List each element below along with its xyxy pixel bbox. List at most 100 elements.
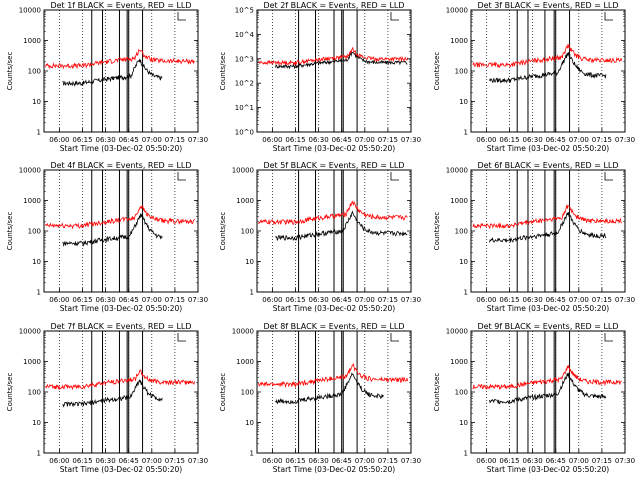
y-tick-label: 10^3 [235, 55, 254, 63]
x-tick-label: 07:00 [142, 296, 162, 304]
y-tick-label: 1 [464, 450, 468, 458]
detector-panel-4: Det 4f BLACK = Events, RED = LLD 1 10 100 10… [6, 161, 208, 313]
x-tick-label: 06:45 [119, 296, 139, 304]
x-tick-label: 06:45 [332, 296, 352, 304]
x-tick-label: 07:00 [355, 296, 375, 304]
x-tick-label: 06:30 [96, 296, 116, 304]
x-axis-label: Start Time (03-Dec-02 05:50:20) [273, 304, 395, 313]
x-tick-label: 06:00 [262, 457, 282, 465]
x-tick-label: 07:00 [355, 136, 375, 144]
legend-bracket [390, 333, 399, 342]
x-tick-label: 06:15 [285, 457, 305, 465]
x-tick-label: 06:15 [72, 457, 92, 465]
detector-panel-6: Det 6f BLACK = Events, RED = LLD 1 10 100 10… [433, 161, 635, 313]
detector-panel-8: Det 8f BLACK = Events, RED = LLD 1 10 100 10… [219, 322, 421, 474]
x-tick-label: 06:30 [309, 136, 329, 144]
x-tick-label: 06:30 [523, 296, 543, 304]
y-axis-label: Counts/sec [219, 52, 227, 91]
legend-bracket [604, 172, 613, 181]
x-axis-label: Start Time (03-Dec-02 05:50:20) [60, 304, 182, 313]
detector-panel-9: Det 9f BLACK = Events, RED = LLD 1 10 100 10… [433, 322, 635, 474]
x-tick-label: 07:15 [165, 457, 185, 465]
x-tick-label: 06:00 [262, 296, 282, 304]
x-tick-label: 06:00 [49, 136, 69, 144]
lld-series-line [45, 369, 195, 391]
legend-bracket [604, 333, 613, 342]
panel-title: Det 4f BLACK = Events, RED = LLD [50, 161, 191, 170]
y-tick-label: 100 [28, 68, 41, 76]
x-axis-label: Start Time (03-Dec-02 05:50:20) [60, 144, 182, 153]
x-tick-label: 06:15 [72, 136, 92, 144]
x-tick-label: 06:45 [546, 136, 566, 144]
lld-series-line [472, 43, 622, 69]
plot-frame [256, 9, 412, 133]
lld-series-line [472, 204, 622, 230]
x-tick-label: 07:00 [569, 136, 589, 144]
x-tick-label: 07:30 [401, 296, 421, 304]
detector-panel-7: Det 7f BLACK = Events, RED = LLD 1 10 100 10… [6, 322, 208, 474]
y-tick-label: 10000 [232, 167, 254, 175]
x-tick-label: 07:30 [401, 457, 421, 465]
panel-title: Det 6f BLACK = Events, RED = LLD [477, 161, 618, 170]
y-tick-label: 10^5 [235, 7, 254, 15]
x-tick-label: 07:30 [401, 136, 421, 144]
y-tick-label: 10 [245, 258, 254, 266]
x-tick-label: 06:00 [262, 136, 282, 144]
y-tick-label: 1000 [23, 37, 41, 45]
x-tick-label: 07:15 [378, 457, 398, 465]
x-tick-label: 07:15 [592, 136, 612, 144]
lld-series-line [45, 48, 195, 70]
x-tick-label: 07:15 [378, 296, 398, 304]
y-axis-label: Counts/sec [6, 212, 14, 251]
x-tick-label: 07:15 [165, 296, 185, 304]
y-tick-label: 1 [250, 450, 254, 458]
x-tick-label: 06:45 [119, 136, 139, 144]
x-tick-label: 06:30 [309, 457, 329, 465]
x-tick-label: 07:15 [165, 136, 185, 144]
y-tick-label: 10000 [446, 328, 468, 336]
y-tick-label: 10^4 [235, 31, 255, 39]
panel-title: Det 1f BLACK = Events, RED = LLD [50, 1, 191, 10]
events-series-line [489, 52, 607, 84]
panel-title: Det 9f BLACK = Events, RED = LLD [477, 322, 618, 331]
x-tick-label: 07:30 [615, 457, 635, 465]
events-series-line [275, 210, 408, 242]
events-series-line [275, 51, 408, 70]
y-tick-label: 100 [455, 389, 468, 397]
detector-panel-1: Det 1f BLACK = Events, RED = LLD 1 10 100 10… [6, 1, 208, 153]
y-axis-label: Counts/sec [6, 52, 14, 91]
y-axis-label: Counts/sec [6, 373, 14, 412]
x-tick-label: 06:30 [96, 136, 116, 144]
y-tick-label: 1000 [450, 197, 468, 205]
panel-title: Det 5f BLACK = Events, RED = LLD [263, 161, 404, 170]
y-tick-label: 1 [37, 129, 41, 137]
x-axis-label: Start Time (03-Dec-02 05:50:20) [60, 465, 182, 474]
lld-series-line [45, 205, 195, 230]
detector-panel-5: Det 5f BLACK = Events, RED = LLD 1 10 100 10… [219, 161, 421, 313]
y-tick-label: 10 [32, 258, 41, 266]
y-tick-label: 10^0 [235, 129, 254, 137]
y-tick-label: 1 [464, 289, 468, 297]
y-tick-label: 10000 [446, 167, 468, 175]
y-tick-label: 10^2 [235, 80, 254, 88]
events-series-line [62, 58, 163, 87]
x-axis-label: Start Time (03-Dec-02 05:50:20) [487, 304, 609, 313]
y-tick-label: 100 [455, 68, 468, 76]
y-tick-label: 10000 [19, 328, 41, 336]
x-tick-label: 06:30 [523, 457, 543, 465]
x-tick-label: 07:30 [188, 136, 208, 144]
x-tick-label: 07:30 [615, 136, 635, 144]
y-tick-label: 10 [32, 419, 41, 427]
y-tick-label: 10^1 [235, 104, 254, 112]
x-tick-label: 06:15 [72, 296, 92, 304]
x-tick-label: 06:45 [332, 136, 352, 144]
y-tick-label: 1000 [236, 358, 254, 366]
x-tick-label: 07:15 [592, 457, 612, 465]
panel-title: Det 3f BLACK = Events, RED = LLD [477, 1, 618, 10]
y-tick-label: 1000 [236, 197, 254, 205]
detector-panel-2: Det 2f BLACK = Events, RED = LLD 10^0 10^1… [219, 1, 421, 153]
panel-title: Det 8f BLACK = Events, RED = LLD [263, 322, 404, 331]
x-tick-label: 07:00 [142, 457, 162, 465]
legend-bracket [390, 12, 399, 21]
